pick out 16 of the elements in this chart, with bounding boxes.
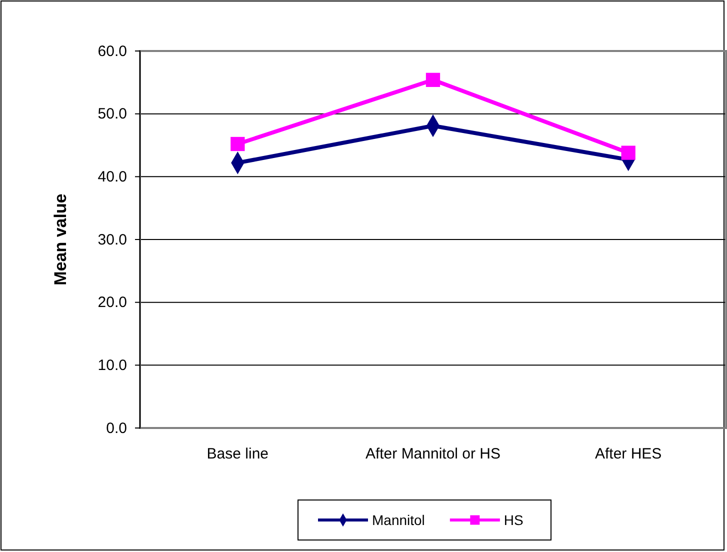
y-tick-label: 50.0 [98,106,127,123]
y-tick-label: 40.0 [98,168,127,186]
x-tick-label: Base line [206,446,269,463]
x-tick-label: After Mannitol or HS [365,446,501,463]
y-tick-label: 0.0 [106,420,127,437]
point [426,72,440,87]
point [230,136,245,152]
legend-label: HS [504,512,524,528]
point [621,146,636,160]
y-tick-label: 20.0 [98,294,127,312]
y-tick-label: 60.0 [98,42,127,60]
x-tick-label: After HES [594,446,662,463]
y-axis-title: Mean value [51,194,70,286]
y-tick-label: 30.0 [98,231,127,248]
y-tick-label: 10.0 [98,356,127,374]
legend-label: Mannitol [372,512,425,528]
